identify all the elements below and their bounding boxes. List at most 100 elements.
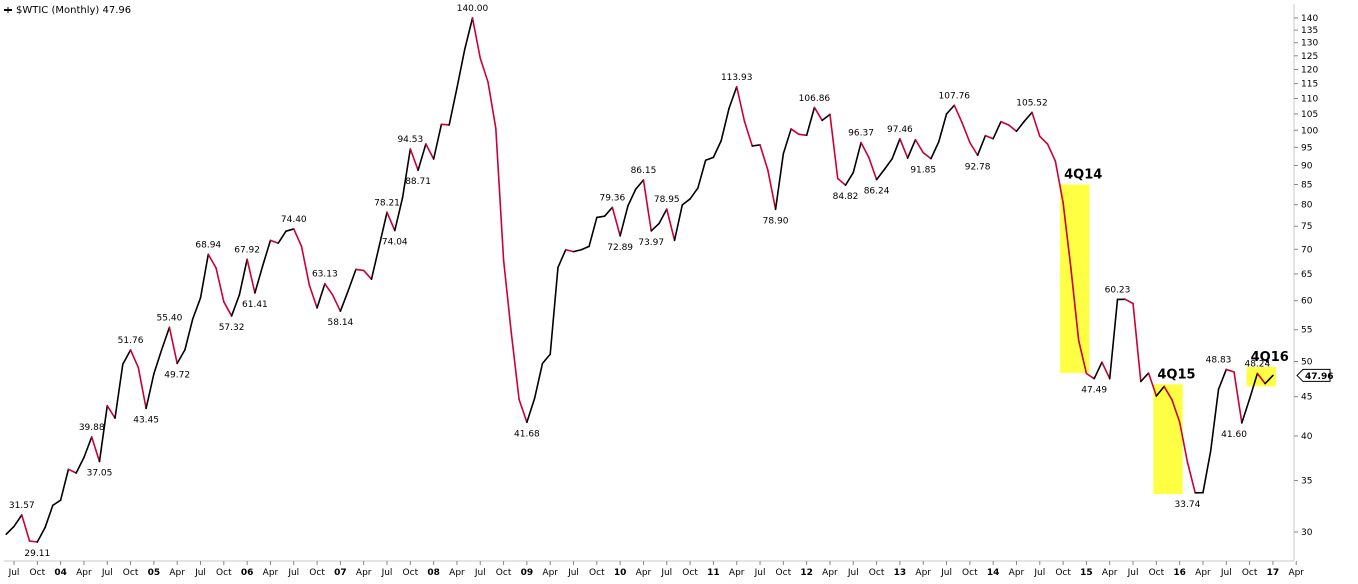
data-label: 74.04: [382, 238, 408, 248]
y-tick-label: 30: [1301, 528, 1313, 538]
line-segment: [308, 284, 318, 309]
x-month-label: Apr: [1288, 568, 1304, 578]
y-tick-label: 40: [1301, 432, 1313, 442]
line-segment: [1171, 398, 1181, 423]
x-month-label: Apr: [263, 568, 279, 578]
line-segment: [254, 265, 264, 294]
y-tick-label: 135: [1301, 26, 1318, 36]
data-label: 78.95: [654, 195, 680, 205]
line-segment: [409, 148, 419, 172]
line-segment: [1108, 298, 1119, 380]
x-month-label: Jul: [847, 568, 859, 578]
line-segment: [588, 216, 598, 248]
data-label: 72.89: [607, 243, 633, 253]
x-month-label: Apr: [636, 568, 652, 578]
y-tick-label: 50: [1301, 358, 1313, 368]
line-segment: [821, 113, 831, 122]
line-segment: [1093, 361, 1103, 380]
line-segment: [1264, 374, 1274, 385]
line-segment: [860, 141, 870, 159]
line-segment: [246, 258, 256, 294]
line-segment: [44, 504, 54, 529]
x-month-label: Oct: [403, 568, 419, 578]
line-segment: [386, 211, 396, 232]
quarter-label: 4Q16: [1251, 350, 1289, 365]
data-label: 105.52: [1016, 98, 1048, 108]
line-segment: [90, 436, 101, 463]
line-segment: [1038, 135, 1049, 145]
line-segment: [52, 499, 62, 507]
chart-title: $WTIC (Monthly) 47.96: [16, 5, 131, 16]
line-segment: [495, 127, 505, 261]
x-month-label: Jul: [567, 568, 579, 578]
line-segment: [300, 245, 311, 286]
x-month-label: Apr: [542, 568, 558, 578]
data-label: 84.82: [833, 192, 859, 202]
y-tick-label: 125: [1301, 52, 1318, 62]
data-label: 113.93: [721, 73, 753, 83]
x-year-label: 05: [148, 568, 161, 578]
data-label: 41.60: [1221, 430, 1247, 440]
data-label: 63.13: [312, 270, 338, 280]
data-label: 29.11: [24, 549, 50, 559]
data-label: 94.53: [397, 135, 423, 145]
line-segment: [432, 123, 443, 160]
x-month-label: Jul: [101, 568, 113, 578]
line-segment: [906, 138, 917, 159]
y-tick-label: 120: [1301, 65, 1318, 75]
line-segment: [417, 143, 427, 172]
x-month-label: Oct: [776, 568, 792, 578]
line-segment: [689, 187, 699, 200]
y-tick-label: 110: [1301, 94, 1318, 104]
data-label: 96.37: [848, 129, 874, 139]
line-segment: [510, 332, 520, 401]
y-tick-label: 65: [1301, 270, 1312, 280]
line-segment: [5, 525, 15, 536]
highlight-box: [1246, 366, 1276, 387]
line-segment: [518, 398, 528, 424]
x-month-label: Jul: [1127, 568, 1139, 578]
data-label: 47.49: [1081, 386, 1107, 396]
data-label: 51.76: [118, 336, 144, 346]
line-segment: [798, 133, 808, 137]
line-segment: [782, 128, 792, 155]
x-month-label: Apr: [169, 568, 185, 578]
x-month-label: Apr: [1195, 568, 1211, 578]
line-segment: [199, 253, 210, 299]
x-month-label: Apr: [822, 568, 838, 578]
line-segment: [759, 144, 769, 171]
line-segment: [145, 372, 155, 410]
line-segment: [355, 268, 365, 272]
x-month-label: Jul: [1033, 568, 1045, 578]
line-segment: [596, 215, 606, 219]
line-segment: [370, 245, 381, 280]
line-segment: [1140, 372, 1150, 383]
line-segment: [331, 294, 342, 313]
line-segment: [1023, 111, 1033, 123]
line-segment: [1077, 339, 1088, 375]
line-segment: [627, 188, 637, 207]
x-year-label: 08: [427, 568, 440, 578]
line-segment: [891, 138, 901, 160]
line-segment: [362, 269, 373, 280]
x-year-label: 17: [1267, 568, 1280, 578]
line-segment: [720, 107, 730, 142]
line-segment: [137, 366, 147, 410]
line-segment: [316, 282, 326, 309]
line-segment: [1000, 120, 1010, 126]
data-label: 48.83: [1206, 355, 1232, 365]
line-segment: [502, 259, 513, 335]
x-month-label: Oct: [1242, 568, 1258, 578]
line-segment: [844, 171, 855, 186]
line-segment: [98, 404, 109, 463]
line-segment: [728, 85, 738, 110]
line-segment: [735, 85, 746, 123]
line-segment: [191, 297, 202, 320]
data-label: 107.76: [939, 91, 971, 101]
line-segment: [751, 144, 761, 147]
line-segment: [1015, 120, 1026, 133]
line-segment: [1031, 111, 1041, 138]
x-month-label: Jul: [194, 568, 206, 578]
x-month-label: Jul: [287, 568, 299, 578]
line-segment: [59, 468, 70, 501]
